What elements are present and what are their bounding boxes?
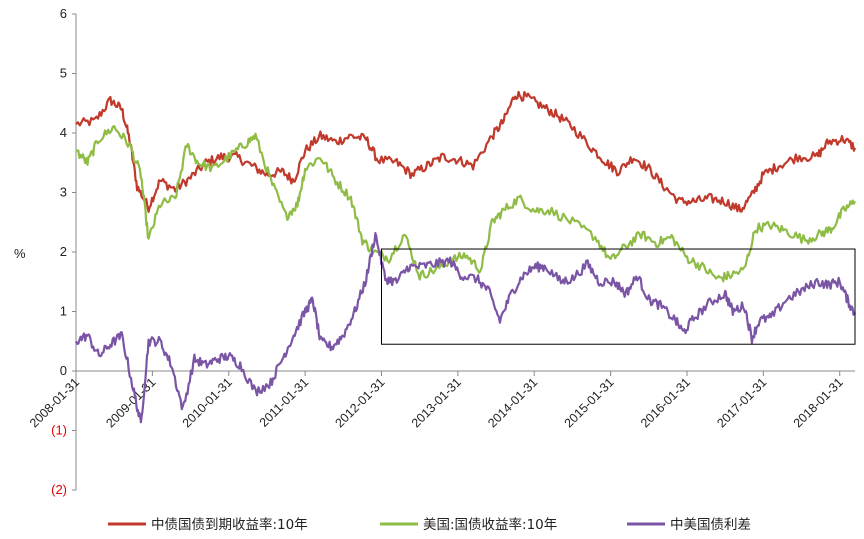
legend-label-2: 中美国债利差: [670, 517, 751, 533]
series-line-0: [75, 90, 857, 213]
x-tick-label: 2016-01-31: [638, 375, 693, 430]
y-tick-label: 3: [60, 185, 67, 200]
x-tick-label: 2014-01-31: [485, 375, 540, 430]
y-tick-label: (1): [51, 423, 67, 438]
x-tick-label: 2017-01-31: [714, 375, 769, 430]
y-tick-label: 1: [60, 304, 67, 319]
series-line-1: [75, 125, 856, 283]
series-line-2: [74, 232, 857, 424]
highlight-box: [380, 248, 856, 345]
y-tick-label: (2): [51, 482, 67, 497]
legend-label-0: 中债国债到期收益率:10年: [151, 516, 308, 533]
x-tick-label: 2011-01-31: [257, 375, 311, 429]
y-axis-unit-label: %: [14, 246, 26, 261]
x-tick-label: 2018-01-31: [791, 375, 846, 430]
y-tick-label: 5: [60, 66, 67, 81]
y-tick-label: 6: [60, 6, 67, 21]
legend-label-1: 美国:国债收益率:10年: [423, 516, 557, 533]
y-tick-label: 2: [60, 244, 67, 259]
legend: 中债国债到期收益率:10年 美国:国债收益率:10年 中美国债利差: [108, 516, 751, 533]
y-tick-label: 4: [60, 125, 67, 140]
x-tick-label: 2013-01-31: [409, 375, 464, 430]
x-tick-label: 2012-01-31: [332, 375, 387, 430]
x-tick-label: 2015-01-31: [562, 375, 617, 430]
y-tick-label: 0: [60, 363, 67, 378]
series-group: [74, 90, 857, 424]
